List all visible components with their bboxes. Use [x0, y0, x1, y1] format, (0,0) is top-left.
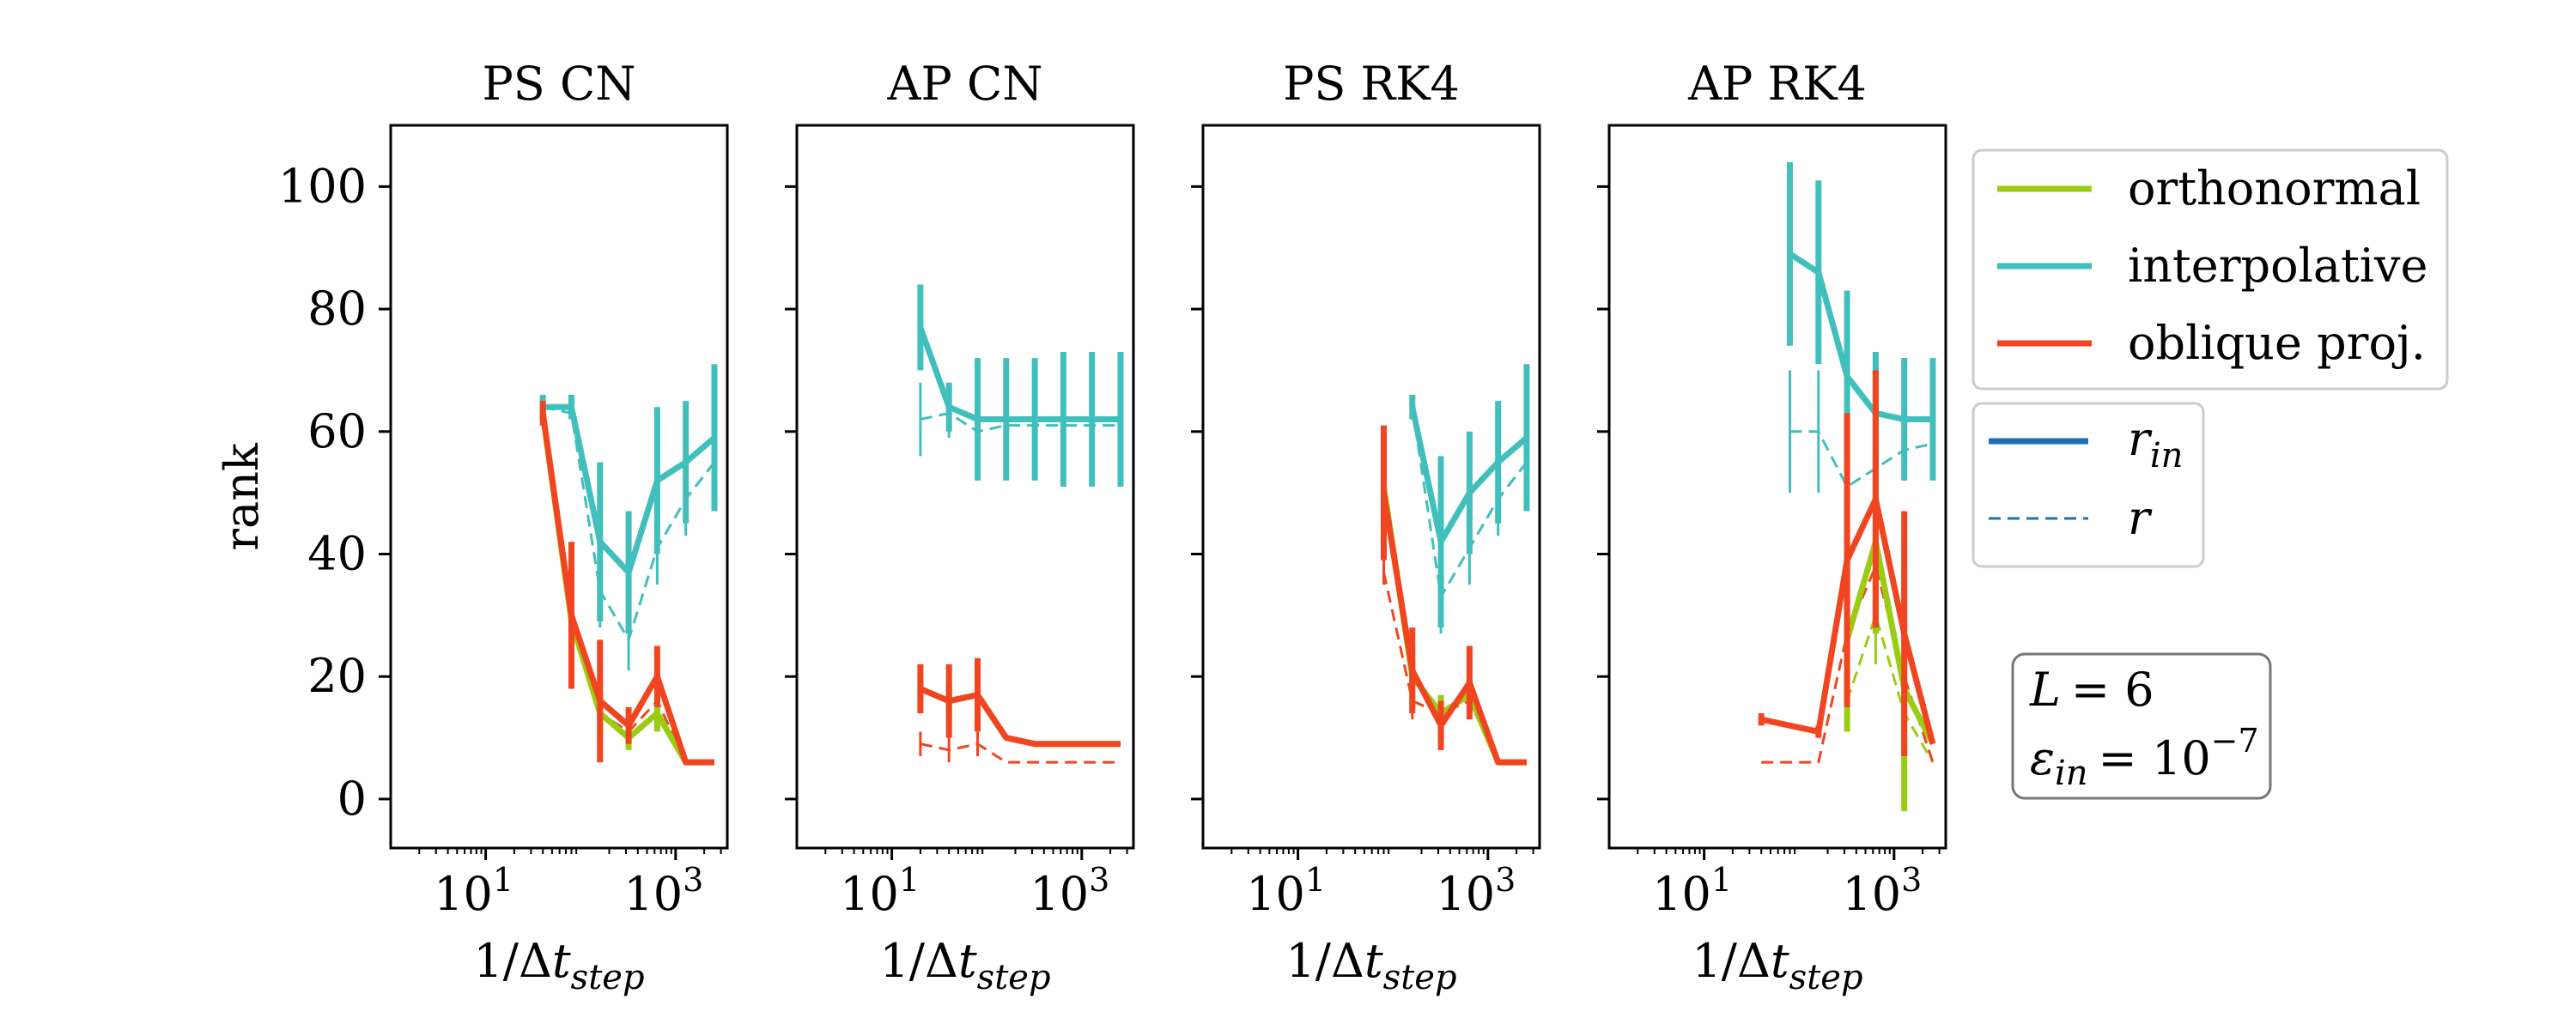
panel-ps-cn: PS CN 0 20 40 60 80 100 101 103 1/Δtstep: [278, 57, 729, 997]
series-line: [1382, 572, 1527, 764]
legend-label-orthonormal: orthonormal: [2128, 161, 2421, 215]
series-orthonormal-r-in: [1380, 425, 1527, 766]
legend-styles-box: [1971, 402, 2205, 568]
x-tick-label: 101: [434, 861, 513, 921]
series-interpolative-r-in: [1409, 364, 1530, 628]
y-tick-label: 0: [337, 772, 367, 826]
series-line: [1760, 495, 1936, 745]
x-tick-label: 101: [840, 861, 920, 921]
plot-frame: [1201, 124, 1541, 850]
series-line: [920, 411, 1121, 433]
series-interpolative-r-in: [539, 364, 718, 634]
param-eps: εin = 10−7: [2030, 722, 2259, 793]
y-axis-label: rank: [215, 442, 269, 551]
series-line: [539, 412, 714, 766]
series-oblique-proj-r-in: [917, 657, 1121, 748]
plot-frame: [389, 124, 729, 850]
legend-label-r-in: rin: [2128, 412, 2183, 476]
x-tick-label: 103: [1842, 861, 1922, 921]
series-line: [1789, 430, 1934, 488]
y-tick-label: 40: [307, 526, 367, 580]
x-axis-label: 1/Δtstep: [1285, 934, 1456, 997]
x-axis-label: 1/Δtstep: [879, 934, 1050, 997]
legend-label-interpolative: interpolative: [2128, 239, 2428, 293]
plot-frame: [1607, 124, 1947, 850]
legend-styles: rin r: [1971, 402, 2205, 568]
parameter-box-frame: [2011, 652, 2272, 800]
series-line: [1381, 492, 1527, 766]
series-oblique-proj-r-in: [539, 401, 714, 766]
panel-ps-rk4: PS RK4 101 103 1/Δtstep: [1191, 57, 1541, 997]
series-oblique-proj-r: [919, 731, 1121, 764]
y-tick-label: 20: [307, 649, 367, 703]
parameter-box: L = 6 εin = 10−7: [2011, 652, 2272, 800]
x-tick-label: 101: [1652, 861, 1732, 921]
series-line: [543, 403, 717, 576]
chart-panels: PS CN 0 20 40 60 80 100 101 103 1/Δtstep AP CN 101 1…: [278, 57, 1947, 997]
x-tick-label: 103: [1030, 861, 1109, 921]
series-line: [1844, 538, 1936, 746]
panel-title: PS RK4: [1283, 57, 1460, 111]
legend-methods: orthonormal interpolative oblique proj.: [1971, 148, 2449, 391]
series-line: [1761, 565, 1935, 764]
param-L: L = 6: [2029, 663, 2154, 717]
series-line: [1409, 406, 1529, 545]
y-tick-label: 60: [307, 404, 367, 458]
series-oblique-proj-r-in: [1380, 425, 1527, 766]
series-line: [917, 326, 1121, 422]
legend-label-oblique: oblique proj.: [2128, 316, 2426, 370]
series-line: [920, 742, 1121, 764]
series-line: [1845, 614, 1935, 763]
plot-frame: [795, 124, 1135, 850]
series-orthonormal-r-in: [1844, 450, 1936, 812]
series-line: [919, 686, 1121, 748]
x-tick-label: 103: [1436, 861, 1516, 921]
y-tick-label: 80: [307, 282, 367, 336]
series-oblique-proj-r-in: [1758, 370, 1936, 756]
panel-title: AP RK4: [1687, 57, 1867, 111]
panel-ap-cn: AP CN 101 103 1/Δtstep: [785, 57, 1135, 997]
x-axis-label: 1/Δtstep: [473, 934, 644, 997]
x-tick-label: 103: [623, 861, 703, 921]
series-interpolative-r-in: [917, 284, 1124, 487]
legend-label-r: r: [2128, 491, 2153, 545]
legend-methods-box: [1971, 148, 2449, 391]
panel-ap-rk4: AP RK4 101 103 1/Δtstep: [1597, 57, 1947, 997]
series-line: [1788, 251, 1933, 422]
x-axis-label: 1/Δtstep: [1692, 934, 1862, 997]
panel-title: PS CN: [482, 57, 635, 111]
series-oblique-proj-r: [1382, 560, 1527, 764]
panel-title: AP CN: [886, 57, 1042, 111]
x-tick-label: 101: [1246, 861, 1326, 921]
y-tick-label: 100: [278, 159, 367, 213]
